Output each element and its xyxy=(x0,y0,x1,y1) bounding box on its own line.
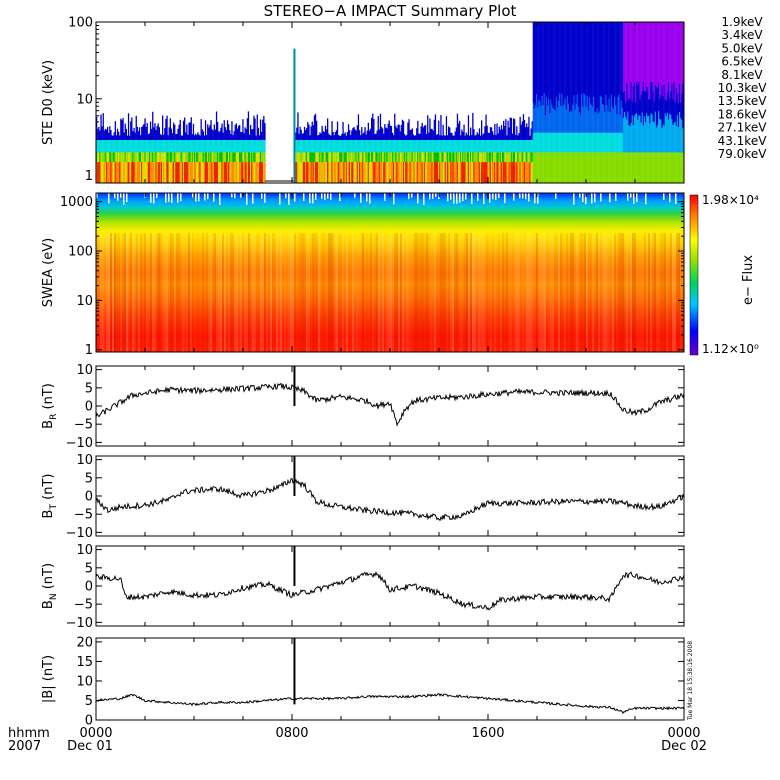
y-tick-label: 10 xyxy=(76,453,93,468)
y-tick-label: 10 xyxy=(76,92,93,107)
bmag-panel: 20 15 10 5 0 |B| (nT) xyxy=(41,635,685,729)
time-axis: 0000 0800 1600 0000 xyxy=(79,726,700,741)
y-tick-label: 0 xyxy=(85,490,93,505)
y-tick-label: 5 xyxy=(85,471,93,486)
y-tick-label: 20 xyxy=(76,635,93,650)
bn-panel: 10 5 0 −5 −10 BN (nT) xyxy=(41,543,685,631)
bt-panel: 10 5 0 −5 −10 BT (nT) xyxy=(41,453,685,541)
legend-entry-3.4keV: 3.4keV xyxy=(721,28,763,42)
y-tick-label: 5 xyxy=(85,561,93,576)
legend-entry-13.5keV: 13.5keV xyxy=(718,94,768,108)
y-tick-label: −10 xyxy=(66,616,93,631)
y-tick-label: −5 xyxy=(74,508,93,523)
y-tick-label: 10 xyxy=(76,543,93,558)
y-tick-label: 15 xyxy=(76,655,93,670)
bt-ylabel: BT (nT) xyxy=(41,474,59,519)
legend-entry-10.3keV: 10.3keV xyxy=(718,81,768,95)
x-tick-label: 0000 xyxy=(667,726,700,741)
swea-panel: 1 10 100 1000 SWEA (eV) 1.98×10⁴ 1.12×10⁰ e− Fl… xyxy=(41,192,759,358)
legend-entry-18.6keV: 18.6keV xyxy=(718,107,768,121)
legend-entry-43.1keV: 43.1keV xyxy=(718,134,768,148)
bn-frame xyxy=(95,545,685,627)
y-tick-label: −5 xyxy=(74,598,93,613)
y-tick-label: 0 xyxy=(85,714,93,729)
y-tick-label: −10 xyxy=(66,526,93,541)
y-tick-label: 10 xyxy=(76,363,93,378)
bmag-ylabel: |B| (nT) xyxy=(41,655,56,703)
plot-timestamp: Tue Mar 18 15:38:16 2008 xyxy=(687,641,694,721)
flux-colorbar xyxy=(689,194,699,356)
x-tick-label: 0800 xyxy=(275,726,308,741)
y-tick-label: 100 xyxy=(68,245,93,260)
colorbar-title: e− Flux xyxy=(741,255,756,305)
x-year-label: 2007 xyxy=(8,739,41,754)
magnetic-field-panels: 10 5 0 −5 −10 BR (nT) 10 5 0 −5 −10 BT (nT) 10 5 0 −5 −1… xyxy=(41,363,685,729)
bt-series-line xyxy=(96,477,684,522)
br-series-line xyxy=(96,382,684,427)
y-tick-label: 0 xyxy=(85,400,93,415)
y-tick-label: 1000 xyxy=(60,195,93,210)
ste-ylabel: STE D0 (keV) xyxy=(41,60,56,145)
y-tick-label: −5 xyxy=(74,418,93,433)
ste-panel: 1 10 100 STE D0 (keV) 1.9keV3.4keV5.0keV6.5k… xyxy=(41,15,767,184)
y-tick-label: 5 xyxy=(85,381,93,396)
y-tick-label: 10 xyxy=(76,294,93,309)
colorbar-min-label: 1.12×10⁰ xyxy=(702,342,759,356)
y-tick-label: −10 xyxy=(66,436,93,451)
bn-ylabel: BN (nT) xyxy=(41,563,59,609)
legend-entry-27.1keV: 27.1keV xyxy=(718,121,768,135)
y-tick-label: 1 xyxy=(85,343,93,358)
colorbar-max-label: 1.98×10⁴ xyxy=(702,193,759,207)
y-tick-label: 1 xyxy=(85,169,93,184)
bn-series-line xyxy=(96,571,684,611)
y-tick-label: 0 xyxy=(85,580,93,595)
br-panel: 10 5 0 −5 −10 BR (nT) xyxy=(41,363,685,451)
br-frame xyxy=(95,365,685,447)
swea-texture xyxy=(96,193,680,352)
br-ylabel: BR (nT) xyxy=(41,383,59,429)
y-tick-label: 5 xyxy=(85,694,93,709)
bt-frame xyxy=(95,455,685,537)
y-tick-label: 100 xyxy=(68,16,93,31)
x-tick-label: 0000 xyxy=(79,726,112,741)
legend-entry-1.9keV: 1.9keV xyxy=(721,15,763,29)
bmag-series-line xyxy=(96,693,684,715)
legend-entry-79.0keV: 79.0keV xyxy=(718,147,768,161)
ste-spectra xyxy=(96,22,684,183)
x-end-date-label: Dec 02 xyxy=(661,739,707,754)
swea-ylabel: SWEA (eV) xyxy=(41,238,56,307)
legend-entry-8.1keV: 8.1keV xyxy=(721,68,763,82)
swea-spectrogram xyxy=(96,193,684,352)
y-tick-label: 10 xyxy=(76,674,93,689)
legend-entry-6.5keV: 6.5keV xyxy=(721,55,763,69)
x-format-label: hhmm xyxy=(8,726,50,741)
legend-entry-5.0keV: 5.0keV xyxy=(721,41,763,55)
x-start-date-label: Dec 01 xyxy=(67,739,113,754)
x-tick-label: 1600 xyxy=(471,726,504,741)
plot-title: STEREO−A IMPACT Summary Plot xyxy=(264,2,517,20)
